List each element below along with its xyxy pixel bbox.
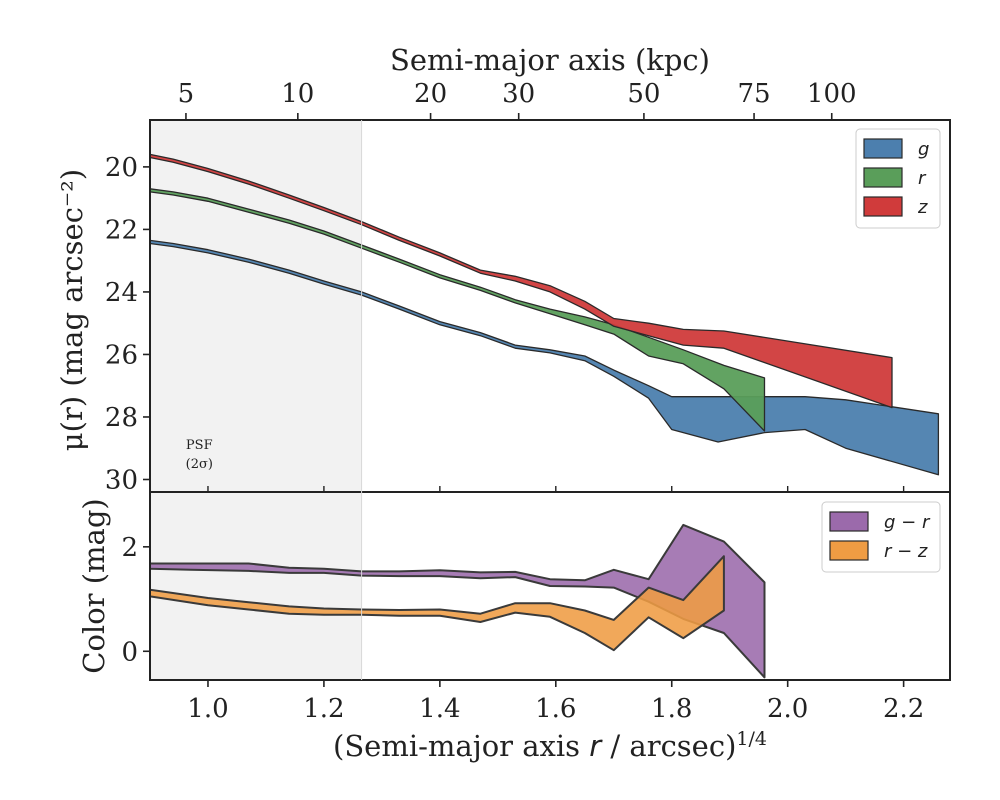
color-y-tick-label: 2 — [121, 533, 138, 563]
kpc-tick-label: 5 — [178, 79, 195, 109]
bottom-panel-frame — [149, 491, 951, 681]
color-legend-swatch — [829, 540, 869, 561]
color-legend: g − r r − z — [821, 501, 941, 573]
top-y-ticks: 20 22 24 26 28 30 — [105, 153, 150, 495]
kpc-tick-label: 30 — [502, 79, 535, 109]
color-legend-swatch — [829, 511, 869, 532]
x-tick-label: 1.4 — [419, 694, 460, 724]
color-band-r-z — [150, 555, 725, 652]
y-tick-label: 22 — [105, 215, 138, 245]
y-tick-label: 28 — [105, 403, 138, 433]
color-axis-title: Color (mag) — [77, 498, 111, 673]
band-legend-label: z — [917, 197, 928, 218]
psf-label: PSF (2σ) — [186, 438, 213, 472]
surface-brightness-panel: 20 22 24 26 28 30 5 10 20 30 50 75 100 Semi-major a… — [55, 43, 951, 495]
y-tick-label: 30 — [105, 465, 138, 495]
x-tick-label: 1.2 — [303, 694, 344, 724]
x-tick-label: 1.8 — [651, 694, 692, 724]
band-legend-swatch — [863, 196, 903, 217]
color-y-ticks: 02 — [121, 533, 150, 667]
band-legend-swatch — [863, 138, 903, 159]
color-bands — [150, 523, 766, 679]
kpc-tick-label: 20 — [414, 79, 447, 109]
surface-brightness-axis-title: μ(r) (mag arcsec⁻²) — [55, 169, 89, 451]
psf-shaded-region-color — [150, 492, 362, 680]
x-tick-label: 2.2 — [883, 694, 924, 724]
y-tick-label: 24 — [105, 278, 138, 308]
color-legend-label: r − z — [884, 541, 928, 562]
kpc-axis-ticks: 5 10 20 30 50 75 100 — [178, 79, 857, 120]
kpc-tick-label: 50 — [627, 79, 660, 109]
psf-label-line1: PSF — [186, 438, 213, 453]
kpc-tick-label: 75 — [738, 79, 771, 109]
color-y-tick-label: 0 — [121, 637, 138, 667]
psf-shaded-region — [150, 120, 362, 492]
color-band-g-r — [150, 523, 766, 679]
x-ticks: 1.0 1.2 1.4 1.6 1.8 2.0 2.2 — [187, 680, 924, 724]
x-tick-label: 1.6 — [535, 694, 576, 724]
color-legend-label: g − r — [884, 512, 931, 533]
band-legend: grz — [855, 128, 941, 229]
band-legend-swatch — [863, 167, 903, 188]
kpc-tick-label: 100 — [807, 79, 857, 109]
x-tick-label: 2.0 — [767, 694, 808, 724]
color-panel: 02 1.0 1.2 1.4 1.6 1.8 2.0 2.2 Color (mag) (Se… — [77, 491, 951, 763]
psf-label-line2: (2σ) — [186, 457, 213, 472]
kpc-axis-title: Semi-major axis (kpc) — [390, 43, 710, 77]
y-tick-label: 20 — [105, 153, 138, 183]
band-legend-label: g — [918, 139, 929, 160]
y-tick-label: 26 — [105, 340, 138, 370]
kpc-tick-label: 10 — [281, 79, 314, 109]
x-axis-title: (Semi-major axis r / arcsec)1/4 — [333, 728, 767, 763]
x-tick-label: 1.0 — [187, 694, 228, 724]
band-legend-label: r — [918, 168, 927, 189]
